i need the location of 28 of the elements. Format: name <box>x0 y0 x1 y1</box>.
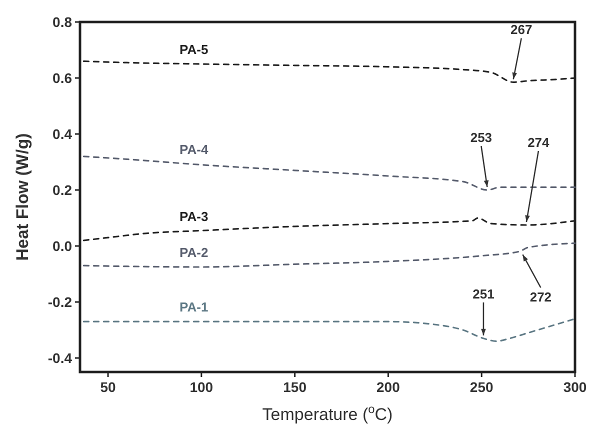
y-tick-label: 0.2 <box>52 182 72 198</box>
series-label: PA-3 <box>180 208 208 224</box>
annotation: 253 <box>470 130 492 145</box>
y-tick-label: 0.8 <box>52 14 72 30</box>
annotation: 272 <box>530 290 552 305</box>
x-tick-label: 200 <box>376 379 400 395</box>
y-axis-title: Heat Flow (W/g) <box>13 133 32 261</box>
annotation: 274 <box>528 135 550 150</box>
series-label: PA-5 <box>180 42 208 57</box>
series-label: PA-4 <box>180 142 209 158</box>
y-tick-label: -0.4 <box>48 350 72 366</box>
y-tick-label: -0.2 <box>48 294 72 310</box>
annotation: 267 <box>510 22 532 38</box>
x-tick-label: 250 <box>470 379 494 395</box>
x-tick-label: 50 <box>100 379 116 395</box>
line-series <box>82 242 576 268</box>
x-axis-title: Temperature ($^{o}$C) <box>262 402 393 424</box>
line-series <box>82 318 576 342</box>
line-series <box>82 156 576 191</box>
y-tick-label: 0.6 <box>52 70 72 86</box>
x-tick-label: 300 <box>563 379 587 395</box>
x-tick-label: 150 <box>283 379 307 395</box>
x-tick-label: 100 <box>190 379 214 395</box>
annotation: 251 <box>472 286 494 302</box>
series-label: PA-1 <box>180 300 208 315</box>
y-tick-label: 0.0 <box>52 238 72 254</box>
y-tick-label: 0.4 <box>52 126 72 142</box>
series-label: PA-2 <box>180 244 208 260</box>
